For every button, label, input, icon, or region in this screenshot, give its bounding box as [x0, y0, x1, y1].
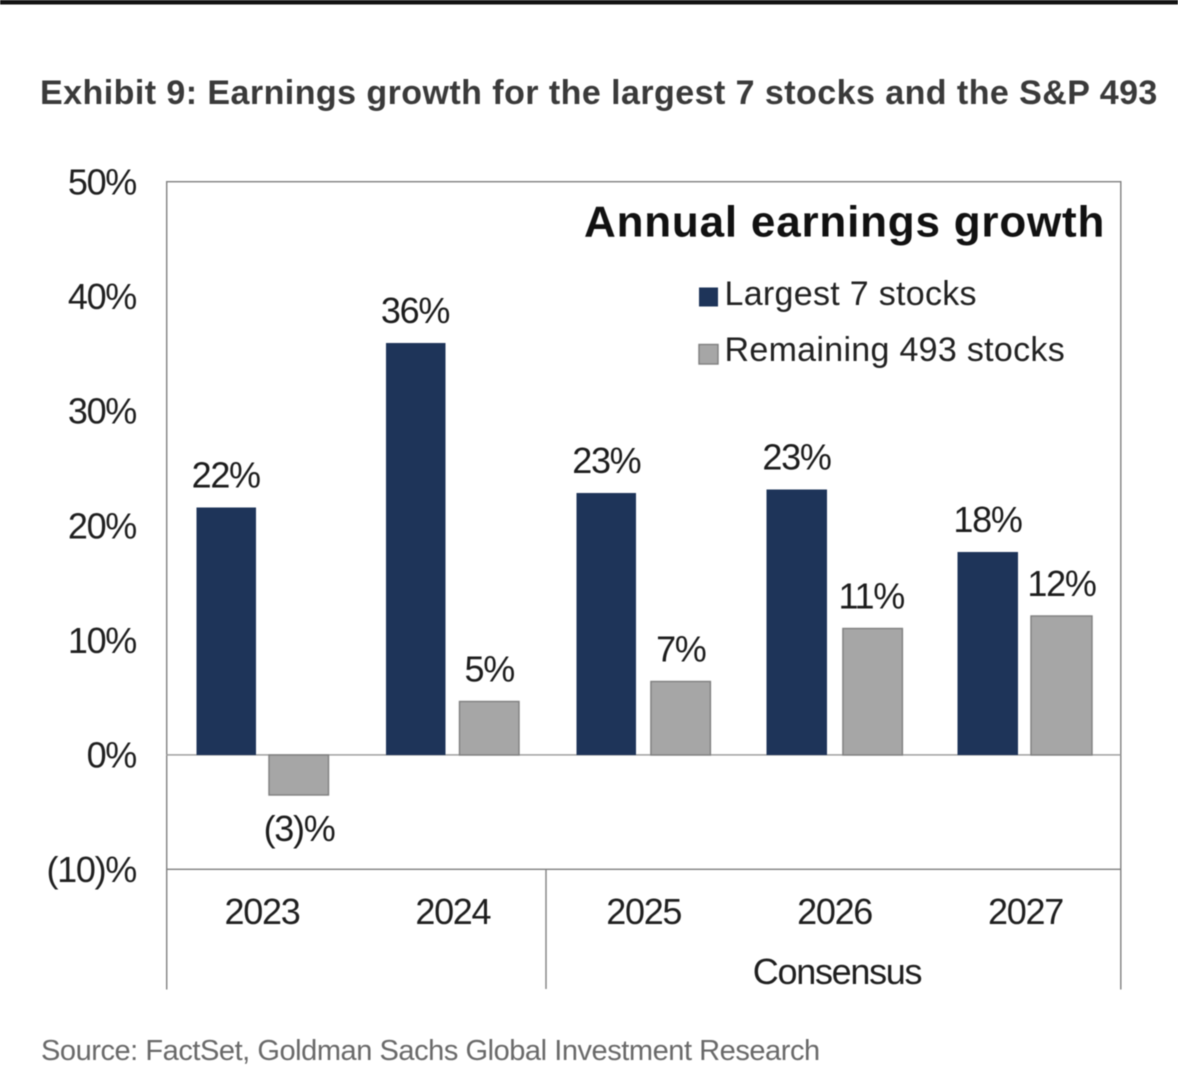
svg-text:2024: 2024 — [415, 891, 490, 932]
svg-text:12%: 12% — [1027, 563, 1095, 604]
svg-text:36%: 36% — [381, 290, 449, 331]
svg-text:23%: 23% — [762, 437, 830, 478]
svg-text:0%: 0% — [87, 735, 137, 776]
svg-text:2027: 2027 — [988, 891, 1063, 932]
svg-text:Remaining 493 stocks: Remaining 493 stocks — [725, 331, 1066, 369]
svg-text:Consensus: Consensus — [753, 951, 922, 992]
svg-text:18%: 18% — [953, 499, 1021, 540]
svg-text:Annual earnings growth: Annual earnings growth — [584, 198, 1105, 247]
svg-text:Source: FactSet, Goldman Sachs: Source: FactSet, Goldman Sachs Global In… — [41, 1035, 820, 1067]
svg-text:20%: 20% — [68, 506, 136, 547]
svg-text:11%: 11% — [838, 576, 904, 617]
svg-text:2025: 2025 — [606, 891, 681, 932]
svg-text:23%: 23% — [572, 440, 640, 481]
svg-text:40%: 40% — [68, 276, 136, 317]
svg-text:50%: 50% — [68, 162, 136, 203]
svg-text:Exhibit 9: Earnings growth for: Exhibit 9: Earnings growth for the large… — [40, 74, 1158, 112]
svg-text:Largest 7 stocks: Largest 7 stocks — [725, 275, 977, 313]
svg-text:22%: 22% — [192, 455, 260, 496]
svg-text:10%: 10% — [68, 620, 136, 661]
svg-text:30%: 30% — [68, 391, 136, 432]
svg-text:7%: 7% — [656, 629, 706, 670]
svg-text:2023: 2023 — [225, 891, 300, 932]
svg-text:(10)%: (10)% — [46, 849, 136, 890]
svg-text:2026: 2026 — [797, 891, 872, 932]
svg-text:(3)%: (3)% — [264, 808, 335, 849]
svg-text:5%: 5% — [464, 649, 514, 690]
